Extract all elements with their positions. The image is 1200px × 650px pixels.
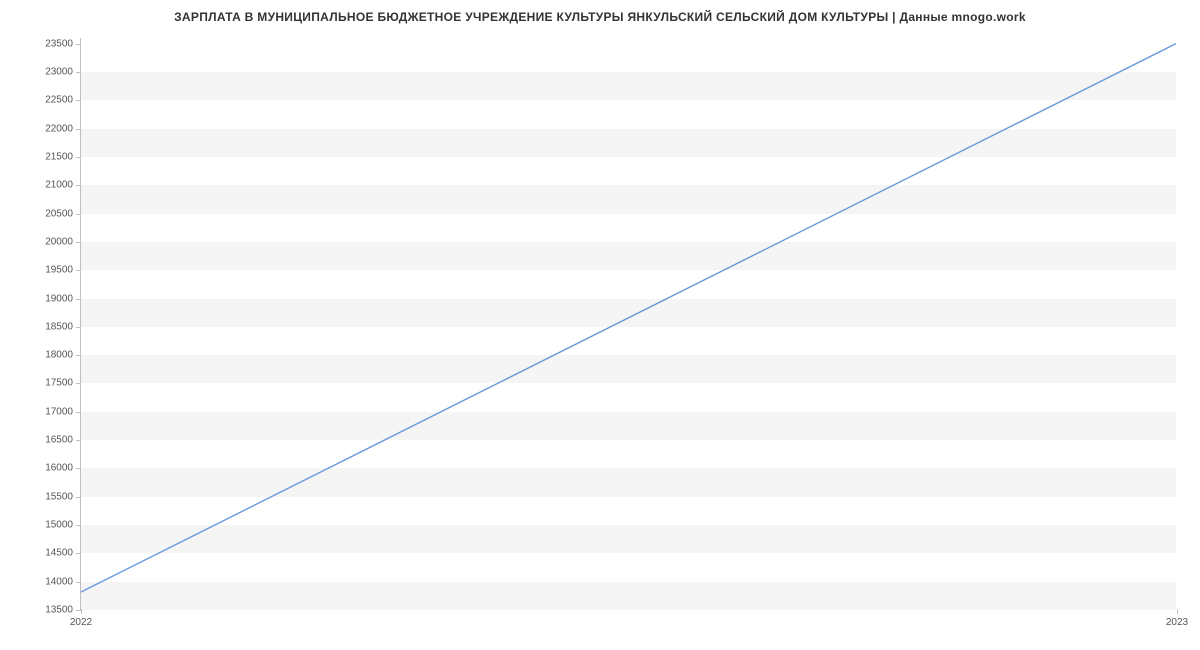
y-tick-mark — [76, 299, 81, 300]
y-tick-mark — [76, 72, 81, 73]
y-tick-mark — [76, 553, 81, 554]
y-tick-mark — [76, 412, 81, 413]
y-tick-mark — [76, 525, 81, 526]
y-tick-label: 22000 — [45, 123, 73, 134]
x-tick-label: 2022 — [70, 617, 92, 628]
y-tick-label: 23500 — [45, 38, 73, 49]
y-tick-label: 16500 — [45, 435, 73, 446]
y-tick-label: 14500 — [45, 548, 73, 559]
y-tick-mark — [76, 497, 81, 498]
y-tick-label: 18500 — [45, 321, 73, 332]
y-tick-label: 18000 — [45, 350, 73, 361]
y-tick-mark — [76, 100, 81, 101]
y-tick-label: 23000 — [45, 66, 73, 77]
y-tick-label: 16000 — [45, 463, 73, 474]
y-tick-mark — [76, 242, 81, 243]
y-tick-label: 19000 — [45, 293, 73, 304]
x-tick-mark — [1177, 609, 1178, 614]
line-layer — [81, 38, 1176, 609]
y-tick-mark — [76, 157, 81, 158]
y-tick-mark — [76, 582, 81, 583]
y-tick-label: 20000 — [45, 236, 73, 247]
y-tick-label: 19500 — [45, 265, 73, 276]
salary-chart: ЗАРПЛАТА В МУНИЦИПАЛЬНОЕ БЮДЖЕТНОЕ УЧРЕЖ… — [0, 0, 1200, 650]
y-tick-label: 15500 — [45, 491, 73, 502]
plot-area: 1350014000145001500015500160001650017000… — [80, 38, 1176, 610]
y-tick-mark — [76, 214, 81, 215]
y-tick-mark — [76, 355, 81, 356]
y-tick-label: 17500 — [45, 378, 73, 389]
y-tick-mark — [76, 270, 81, 271]
y-tick-label: 21000 — [45, 180, 73, 191]
y-tick-mark — [76, 383, 81, 384]
x-tick-label: 2023 — [1166, 617, 1188, 628]
chart-title: ЗАРПЛАТА В МУНИЦИПАЛЬНОЕ БЮДЖЕТНОЕ УЧРЕЖ… — [0, 0, 1200, 32]
y-tick-label: 21500 — [45, 151, 73, 162]
y-tick-label: 22500 — [45, 95, 73, 106]
y-tick-mark — [76, 440, 81, 441]
y-tick-label: 20500 — [45, 208, 73, 219]
y-tick-label: 17000 — [45, 406, 73, 417]
y-tick-mark — [76, 468, 81, 469]
y-tick-label: 13500 — [45, 605, 73, 616]
y-tick-mark — [76, 185, 81, 186]
y-tick-label: 14000 — [45, 576, 73, 587]
y-tick-mark — [76, 44, 81, 45]
y-tick-mark — [76, 327, 81, 328]
y-tick-label: 15000 — [45, 520, 73, 531]
x-tick-mark — [81, 609, 82, 614]
y-tick-mark — [76, 129, 81, 130]
data-line — [81, 44, 1176, 592]
